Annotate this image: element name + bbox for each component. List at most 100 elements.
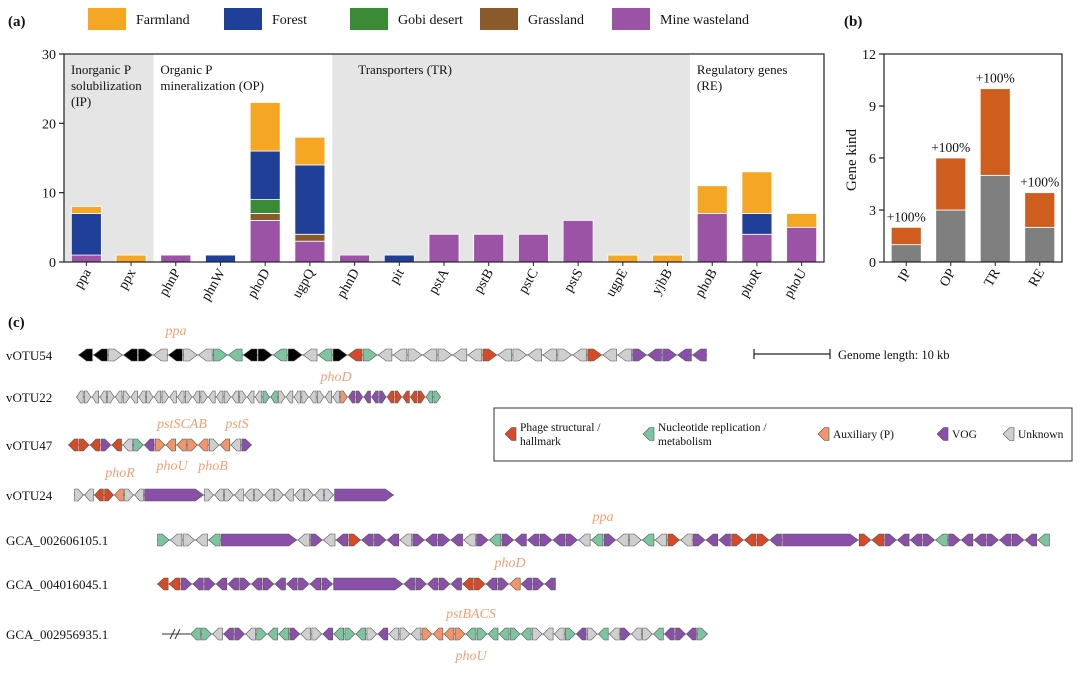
gene-S <box>394 390 402 404</box>
gene-V <box>632 348 647 362</box>
gene-U <box>231 390 239 404</box>
gene-A <box>219 438 231 452</box>
gene-N <box>597 627 609 641</box>
genome-name-vOTU24: vOTU24 <box>6 488 53 503</box>
gene-U <box>76 390 84 404</box>
gene-U <box>209 438 220 452</box>
bars-a <box>70 102 818 263</box>
panel-c: (c) Genome length: 10 kb Phage structura… <box>6 315 1073 664</box>
gene-V <box>675 627 686 641</box>
ytick-label-b: 3 <box>869 204 876 219</box>
ytick-label-b: 9 <box>869 100 876 115</box>
gene-V <box>565 533 578 547</box>
genome-track-GCA_004016045.1: GCA_004016045.1 phoD <box>6 556 556 592</box>
xtick-label-ppx: ppx <box>116 267 139 293</box>
gene-N <box>1037 533 1050 547</box>
gene-N <box>476 627 488 641</box>
annotation-TR: +100% <box>976 71 1015 86</box>
gene-V <box>298 577 310 591</box>
genome-track-vOTU54: vOTU54 ppa <box>6 324 707 363</box>
panel-c-label: (c) <box>8 315 25 331</box>
legend-label-vog: VOG <box>952 429 977 441</box>
gene-V <box>322 627 333 641</box>
gene-V <box>1012 533 1025 547</box>
gene-U <box>616 533 629 547</box>
gene-N <box>190 627 201 641</box>
gene-U <box>512 348 528 362</box>
gene-N <box>157 533 170 547</box>
gene-U <box>84 390 92 404</box>
bar-OP-added <box>935 157 967 211</box>
gene-N <box>317 348 333 362</box>
gene-V <box>501 533 515 547</box>
gene-U <box>293 390 301 404</box>
gene-U <box>297 533 310 547</box>
gene-N <box>133 438 144 452</box>
bar-pstA-mine <box>428 233 460 263</box>
gene-S <box>104 488 114 502</box>
gene-V <box>450 577 462 591</box>
gene-U <box>324 488 334 502</box>
gene-S <box>386 390 395 404</box>
gene-U <box>122 390 131 404</box>
gene-U <box>314 488 324 502</box>
gene-V <box>289 627 301 641</box>
gene-N <box>272 348 288 362</box>
gene-U <box>366 627 378 641</box>
bar-phoR-forest <box>741 213 773 235</box>
gene-V <box>100 438 112 452</box>
xtick-label-ppa: ppa <box>72 266 95 292</box>
gene-S <box>462 577 474 591</box>
gene-U <box>294 488 304 502</box>
gene-N <box>487 627 499 641</box>
gene-U <box>177 390 185 404</box>
legend-label-mine: Mine wasteland <box>660 13 749 28</box>
gene-U <box>311 627 323 641</box>
gene-V <box>403 577 415 591</box>
bar-ppa-farmland <box>70 206 102 214</box>
bar-yjbB-farmland <box>652 254 683 263</box>
gene-N <box>433 390 441 404</box>
ytick-label-b: 0 <box>869 256 876 271</box>
gene-V <box>412 533 425 547</box>
gene-U <box>631 627 642 641</box>
gene-V <box>415 577 427 591</box>
genome-name-vOTU22: vOTU22 <box>6 390 52 405</box>
gene-U <box>244 488 254 502</box>
bar-IP-base <box>890 244 922 263</box>
gene-V <box>371 390 379 404</box>
bar-pit-forest <box>383 254 415 263</box>
gene-U <box>304 488 314 502</box>
legend-arrow-nucleotide <box>642 427 655 441</box>
gene-U <box>680 533 693 547</box>
xtick-label-phnD: phnD <box>334 267 363 301</box>
gene-U <box>169 390 177 404</box>
xtick-label-yjbB: yjbB <box>649 267 676 298</box>
gene-U <box>91 390 99 404</box>
gene-U <box>138 390 146 404</box>
gene-V <box>769 533 782 547</box>
gene-V <box>527 533 540 547</box>
gene-S <box>667 533 680 547</box>
gene-U <box>557 348 573 362</box>
legend-label2-structural: hallmark <box>520 436 561 448</box>
gene-S <box>743 533 757 547</box>
gene-V <box>552 533 565 547</box>
gene-V <box>973 533 986 547</box>
gene-legend: Phage structural / hallmark Nucleotide rep… <box>493 407 1073 462</box>
gene-S <box>168 577 181 591</box>
gene-V <box>251 577 263 591</box>
gene-U <box>195 533 208 547</box>
gene-U <box>332 390 340 404</box>
gene-U <box>377 348 393 362</box>
gene-V <box>335 533 349 547</box>
gene-r <box>242 348 258 362</box>
gene-U <box>284 488 294 502</box>
gene-U <box>74 488 84 502</box>
gene-N <box>262 390 270 404</box>
gene-V <box>310 533 323 547</box>
gene-U <box>146 390 154 404</box>
bar-ugpE-farmland <box>607 254 639 263</box>
gene-V <box>664 627 675 641</box>
gene-A <box>114 488 124 502</box>
